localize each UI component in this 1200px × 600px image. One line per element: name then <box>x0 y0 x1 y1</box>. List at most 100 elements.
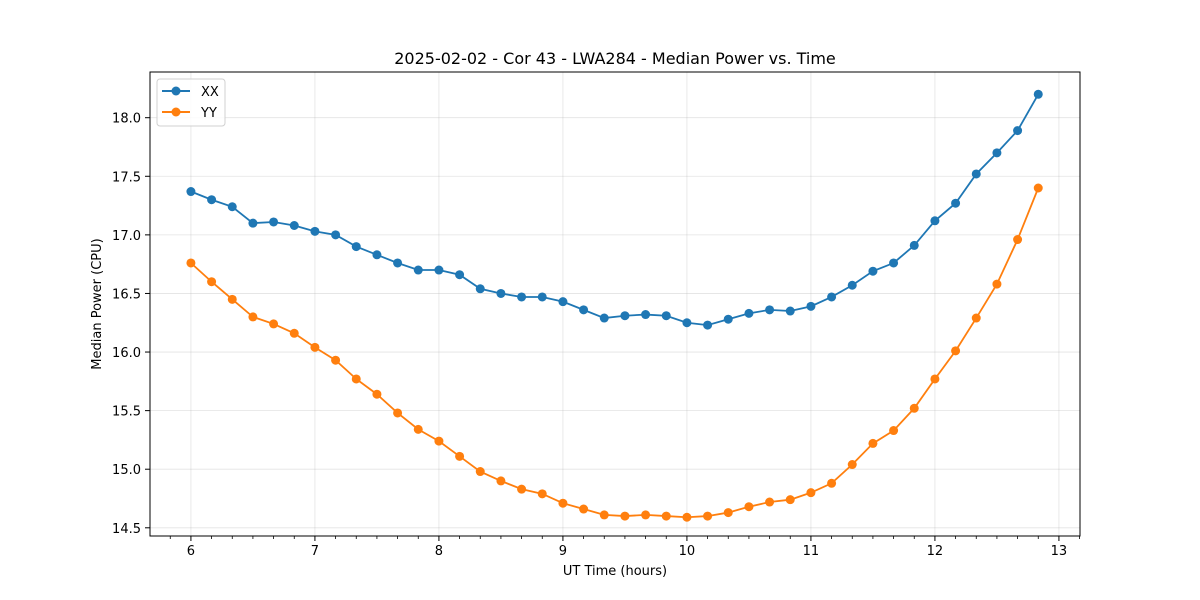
data-point-xx <box>951 198 961 208</box>
data-point-yy <box>661 511 671 521</box>
y-tick-label: 17.0 <box>112 229 141 244</box>
data-point-yy <box>207 277 217 287</box>
data-point-xx <box>827 292 837 302</box>
data-point-yy <box>227 294 237 304</box>
data-point-yy <box>413 424 423 434</box>
data-point-xx <box>744 308 754 318</box>
legend-label-yy: YY <box>200 106 217 121</box>
data-point-yy <box>455 451 465 461</box>
data-point-xx <box>765 305 775 315</box>
y-tick-label: 16.5 <box>112 287 141 302</box>
data-point-xx <box>661 311 671 321</box>
data-point-yy <box>930 374 940 384</box>
x-tick-label: 11 <box>803 544 820 559</box>
data-point-yy <box>744 502 754 512</box>
data-point-xx <box>579 305 589 315</box>
legend-marker-xx <box>171 86 181 96</box>
data-point-yy <box>868 438 878 448</box>
legend-marker-yy <box>171 107 181 117</box>
data-point-xx <box>517 292 527 302</box>
data-point-xx <box>207 195 217 205</box>
data-point-xx <box>682 318 692 328</box>
data-point-xx <box>413 265 423 275</box>
data-point-xx <box>723 314 733 324</box>
data-point-xx <box>434 265 444 275</box>
data-point-xx <box>455 270 465 280</box>
data-point-yy <box>847 460 857 470</box>
data-point-yy <box>186 258 196 268</box>
legend-label-xx: XX <box>201 85 219 100</box>
x-axis: 6 7 8 9 10 11 12 13 <box>169 536 1080 559</box>
x-tick-label: 7 <box>311 544 319 559</box>
data-point-yy <box>682 512 692 522</box>
data-point-xx <box>847 280 857 290</box>
chart-title: 2025-02-02 - Cor 43 - LWA284 - Median Po… <box>394 49 836 68</box>
data-point-yy <box>393 408 403 418</box>
data-point-yy <box>537 489 547 499</box>
x-tick-label: 9 <box>559 544 567 559</box>
y-axis: 14.5 15.0 15.5 16.0 16.5 17.0 17.5 18.0 <box>112 112 150 537</box>
y-tick-label: 18.0 <box>112 112 141 127</box>
data-point-yy <box>723 508 733 518</box>
data-point-yy <box>1033 183 1043 193</box>
data-point-xx <box>351 242 361 252</box>
data-point-xx <box>393 258 403 268</box>
data-point-xx <box>909 240 919 250</box>
data-point-xx <box>496 288 506 298</box>
data-point-xx <box>269 217 279 227</box>
series-layer <box>186 89 1043 522</box>
data-point-xx <box>331 230 341 240</box>
data-point-yy <box>909 403 919 413</box>
y-tick-label: 17.5 <box>112 170 141 185</box>
x-tick-label: 10 <box>679 544 696 559</box>
data-point-yy <box>1013 235 1023 245</box>
data-point-yy <box>434 436 444 446</box>
y-axis-label: Median Power (CPU) <box>90 238 105 369</box>
data-point-xx <box>537 292 547 302</box>
data-point-yy <box>785 495 795 505</box>
data-point-yy <box>558 498 568 508</box>
x-tick-label: 13 <box>1051 544 1068 559</box>
data-point-yy <box>289 328 299 338</box>
x-tick-label: 6 <box>187 544 195 559</box>
series-yy <box>186 183 1043 522</box>
data-point-xx <box>227 202 237 212</box>
data-point-yy <box>331 355 341 365</box>
plot-frame <box>149 71 1081 537</box>
data-point-xx <box>475 284 485 294</box>
data-point-yy <box>599 510 609 520</box>
data-point-yy <box>827 478 837 488</box>
data-point-xx <box>703 320 713 330</box>
data-point-xx <box>372 250 382 260</box>
data-point-yy <box>806 488 816 498</box>
data-point-xx <box>641 310 651 320</box>
data-point-xx <box>248 218 258 228</box>
y-tick-label: 14.5 <box>112 522 141 537</box>
data-point-yy <box>641 510 651 520</box>
data-point-yy <box>992 279 1002 289</box>
data-point-xx <box>971 169 981 179</box>
data-point-yy <box>475 467 485 477</box>
data-point-yy <box>971 313 981 323</box>
data-point-yy <box>765 497 775 507</box>
data-point-xx <box>992 148 1002 158</box>
data-point-xx <box>310 226 320 236</box>
legend: XX YY <box>156 78 226 127</box>
data-point-xx <box>620 311 630 321</box>
data-point-yy <box>351 374 361 384</box>
series-xx <box>186 89 1043 330</box>
data-point-xx <box>930 216 940 226</box>
data-point-yy <box>620 511 630 521</box>
data-point-yy <box>517 484 527 494</box>
data-point-yy <box>248 312 258 322</box>
data-point-xx <box>558 297 568 307</box>
data-point-yy <box>889 426 899 436</box>
data-point-yy <box>310 342 320 352</box>
data-point-xx <box>599 313 609 323</box>
data-point-xx <box>868 266 878 276</box>
data-point-xx <box>1013 126 1023 136</box>
grid <box>150 72 1080 536</box>
data-point-yy <box>703 511 713 521</box>
y-tick-label: 15.0 <box>112 463 141 478</box>
